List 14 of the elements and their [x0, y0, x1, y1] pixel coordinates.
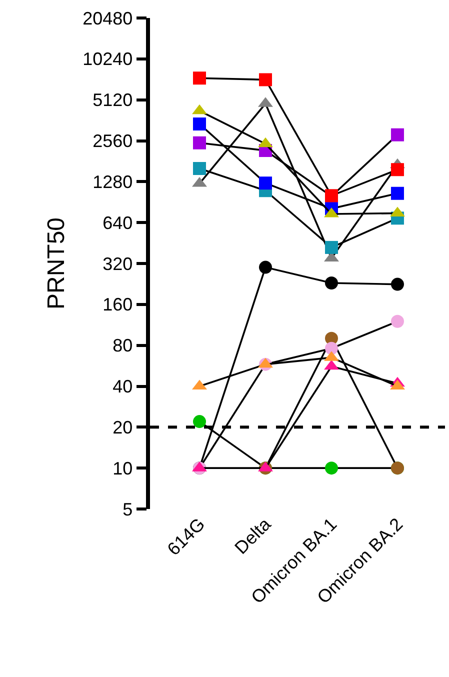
y-tick-label: 320: [102, 254, 133, 274]
y-tick-label: 5120: [92, 90, 133, 110]
y-tick-label: 5: [122, 499, 133, 520]
y-tick-label: 2560: [92, 131, 133, 152]
y-axis-title: PRNT50: [43, 217, 70, 310]
y-tick-label: 40: [112, 376, 133, 397]
y-tick-label: 160: [102, 294, 133, 315]
y-tick-label: 10240: [82, 49, 133, 70]
y-tick-label: 10: [112, 458, 133, 478]
y-tick-label: 20480: [82, 8, 133, 28]
y-tick-label: 1280: [92, 172, 133, 192]
y-tick-label: 20: [112, 417, 133, 438]
y-tick-label: 640: [102, 212, 133, 233]
y-tick-label: 80: [112, 336, 133, 356]
